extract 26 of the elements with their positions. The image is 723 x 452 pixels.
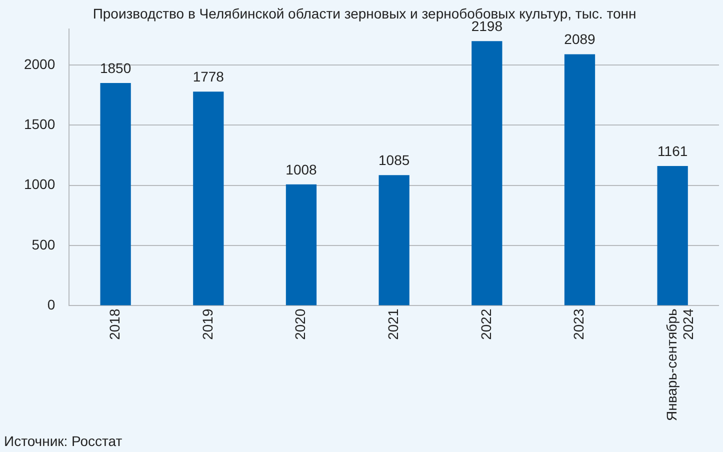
x-tick-label: 2020 — [292, 308, 308, 340]
bar — [472, 41, 502, 306]
x-tick-label: Январь-сентябрь 2024 — [663, 308, 696, 422]
bar — [193, 92, 224, 306]
x-tick-label: 2019 — [199, 308, 216, 340]
data-label: 1085 — [378, 152, 410, 168]
y-tick-label: 500 — [32, 236, 56, 252]
data-label: 1778 — [192, 68, 224, 85]
y-tick-label: 0 — [47, 296, 56, 313]
x-tick-label: 2021 — [384, 308, 401, 340]
bar — [100, 82, 131, 306]
y-tick-label: 1000 — [24, 176, 56, 192]
bar — [378, 175, 410, 306]
y-tick-label: 2000 — [24, 56, 56, 72]
data-label: 1008 — [286, 161, 318, 178]
data-label: 1161 — [658, 142, 688, 159]
bar — [564, 54, 596, 306]
x-tick-label: 2023 — [570, 308, 587, 340]
text: Источник: Росстат — [4, 433, 123, 449]
data-label: 1850 — [100, 60, 132, 76]
bar — [657, 166, 688, 306]
y-tick-label: 1500 — [24, 116, 56, 132]
x-tick-label: 2022 — [478, 308, 494, 340]
x-tick-label: 2018 — [106, 308, 122, 340]
bar — [286, 184, 317, 306]
data-label: 2089 — [564, 31, 596, 48]
